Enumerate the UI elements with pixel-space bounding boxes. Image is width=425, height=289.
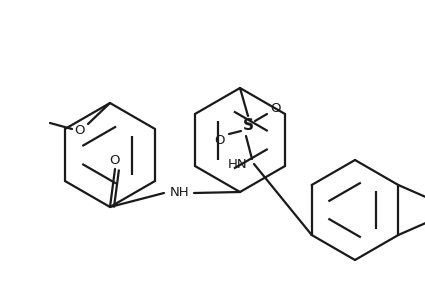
Text: NH: NH [170,186,190,199]
Text: O: O [75,125,85,138]
Text: O: O [271,101,281,114]
Text: O: O [110,153,120,166]
Text: HN: HN [228,158,248,171]
Text: S: S [243,118,253,134]
Text: O: O [215,134,225,147]
